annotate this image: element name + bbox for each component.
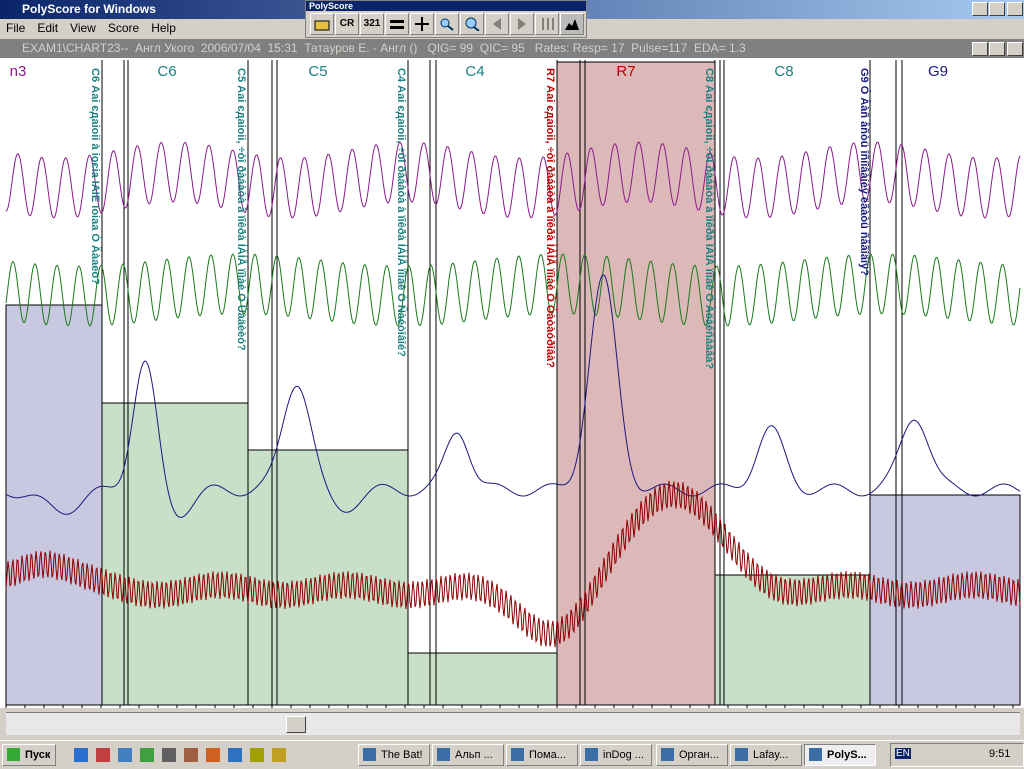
quick-launch[interactable]: [118, 748, 132, 762]
toolbar: PolyScore CR 321: [305, 0, 587, 38]
quick-launch[interactable]: [206, 748, 220, 762]
task-label: Lafay...: [753, 749, 789, 761]
column-label: C6: [157, 63, 176, 80]
task-button[interactable]: Пома...: [506, 744, 578, 766]
chart-window-titlebar: EXAM1\CHART23-- Англ Укого 2006/07/04 15…: [0, 39, 1024, 58]
quick-launch[interactable]: [162, 748, 176, 762]
task-button[interactable]: Lafay...: [730, 744, 802, 766]
next-button[interactable]: [510, 13, 534, 35]
zoom-in-button[interactable]: [435, 13, 459, 35]
score-block: [101, 402, 249, 706]
zoom-out-button[interactable]: [460, 13, 484, 35]
column-label: C5: [308, 63, 327, 80]
bars-button[interactable]: [535, 13, 559, 35]
task-label: inDog ...: [603, 749, 644, 761]
qic: QIC= 95: [479, 41, 525, 55]
question-text: G9 Ó Âàñ åñòü îñíîâàíèÿ ëãàòü ñåãîäíÿ?: [858, 68, 871, 276]
task-label: Альп ...: [455, 749, 493, 761]
menu-bar: File Edit View Score Help: [0, 19, 1024, 38]
open-button[interactable]: [310, 13, 334, 35]
question-text: R7 Ааі єдаіоіі, ÷òî ðàáàòà à ïîêðà ÌÀÌÅ …: [544, 68, 557, 368]
restore[interactable]: [989, 42, 1005, 56]
chart-window-title: EXAM1\CHART23-- Англ Укого 2006/07/04 15…: [22, 41, 418, 55]
quick-launch[interactable]: [140, 748, 154, 762]
plus-button[interactable]: [410, 13, 434, 35]
app-title: PolyScore for Windows: [22, 2, 156, 16]
task-label: Орган...: [679, 749, 719, 761]
menu-item[interactable]: Edit: [37, 21, 59, 35]
toolbar-title: PolyScore: [306, 1, 586, 11]
task-label: Пома...: [529, 749, 566, 761]
score-block: [247, 449, 409, 706]
close[interactable]: [1007, 2, 1023, 16]
respiration-lower: [5, 253, 1021, 327]
eda-trace: [5, 274, 1021, 518]
quick-launch[interactable]: [228, 748, 242, 762]
quick-launch[interactable]: [272, 748, 286, 762]
menu-item[interactable]: View: [70, 21, 96, 35]
restore[interactable]: [989, 2, 1005, 16]
task-button[interactable]: PolyS...: [804, 744, 876, 766]
quick-launch[interactable]: [250, 748, 264, 762]
polygraph-chart: n3 C6 C5 C4 R7 C8 G9 C6 Ааі єдаіоіі à іоєіа ІАІ…: [0, 58, 1024, 708]
menu-item[interactable]: Help: [151, 21, 176, 35]
cr-button[interactable]: CR: [335, 13, 359, 35]
question-text: C5 Ааі єдаіоіі, ÷òî ðàáàòà à ïîêðà ÌÀÌÅ …: [235, 68, 248, 351]
quick-launch[interactable]: [74, 748, 88, 762]
question-text: C6 Ааі єдаіоіі à іоєіа ІАІЕ їоіаа Ó Äàae…: [89, 68, 102, 285]
cardio-trace: [5, 480, 1021, 648]
qig: QIG= 99: [427, 41, 474, 55]
close[interactable]: [1007, 42, 1023, 56]
minimize[interactable]: [972, 42, 988, 56]
task-label: The Bat!: [381, 749, 423, 761]
quick-launch[interactable]: [184, 748, 198, 762]
respiration-upper: [5, 141, 1021, 219]
column-label: C8: [774, 63, 793, 80]
task-label: PolyS...: [827, 749, 867, 761]
quick-launch[interactable]: [96, 748, 110, 762]
tray: EN 9:51: [890, 743, 1024, 767]
equal-button[interactable]: [385, 13, 409, 35]
chart-button[interactable]: [560, 13, 584, 35]
scrollbar[interactable]: [6, 712, 1020, 735]
menu-item[interactable]: Score: [107, 21, 140, 35]
scroll-thumb[interactable]: [286, 716, 306, 733]
rates: Rates: Resp= 17 Pulse=117 EDA= 1.3: [534, 41, 746, 55]
column-label: G9: [928, 63, 948, 80]
task-button[interactable]: The Bat!: [358, 744, 430, 766]
column-label: R7: [616, 63, 635, 80]
start-button[interactable]: Пуск: [2, 744, 56, 766]
task-button[interactable]: Альп ...: [432, 744, 504, 766]
score-block: [5, 304, 103, 706]
clock: 9:51: [989, 748, 1011, 760]
question-text: C4 Ааі єдаіоіі, ÷òî ðàáàòà à ïîêðà ÌÀÌÅ …: [395, 68, 408, 357]
minimize[interactable]: [972, 2, 988, 16]
language[interactable]: EN: [895, 748, 911, 759]
order-button[interactable]: 321: [360, 13, 384, 35]
menu-item[interactable]: File: [6, 21, 26, 35]
task-button[interactable]: inDog ...: [580, 744, 652, 766]
start-label: Пуск: [25, 749, 51, 761]
prev-button[interactable]: [485, 13, 509, 35]
taskbar: Пуск The Bat! Альп ... Пома... inDog ... Орг…: [0, 740, 1024, 769]
score-block: [556, 61, 716, 706]
column-label: n3: [10, 63, 27, 80]
column-label: C4: [465, 63, 484, 80]
question-text: C8 Ааі єдаіоіі, ÷òî ðàáàòà à ïîêðà ÌÀÌÅ …: [703, 68, 716, 369]
task-button[interactable]: Орган...: [656, 744, 728, 766]
score-block: [714, 574, 871, 706]
